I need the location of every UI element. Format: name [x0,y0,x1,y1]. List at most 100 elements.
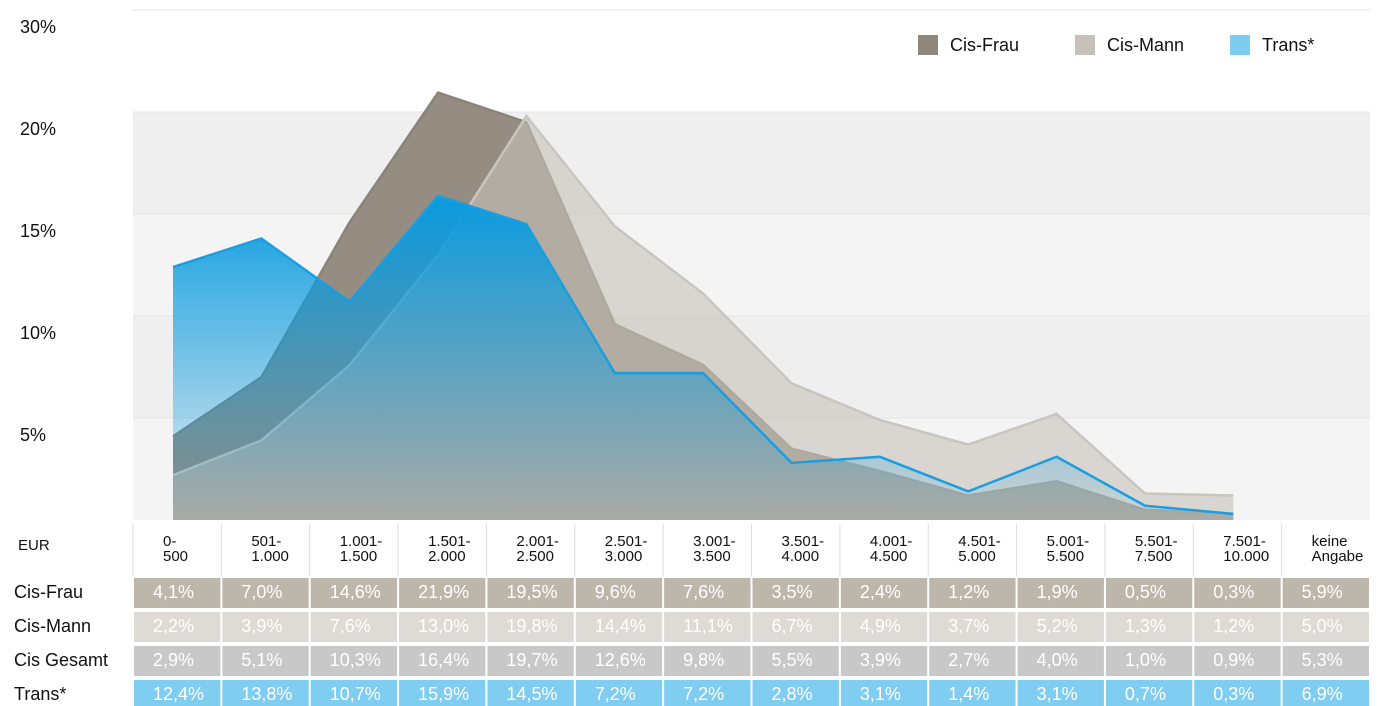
table-cell [487,680,574,706]
x-tick-label: 5.001-5.500 [1047,533,1090,565]
cell-value: 9,6% [595,582,636,602]
legend-swatch [1075,35,1095,55]
y-tick-label: 30% [20,17,56,37]
table-cell [310,680,398,706]
cell-value: 7,0% [241,582,282,602]
cell-value: 0,3% [1213,684,1254,704]
cell-value: 12,4% [153,684,204,704]
table-cell [399,680,486,706]
x-tick-label-line: 1.500 [340,548,378,565]
cell-value: 5,9% [1302,582,1343,602]
x-tick-label-line: 500 [163,548,188,565]
legend-swatch [918,35,938,55]
table-cell [752,578,839,608]
cell-value: 4,0% [1037,650,1078,670]
x-tick-label: 1.501-2.000 [428,533,471,565]
cell-value: 5,2% [1037,616,1078,636]
cell-value: 0,3% [1213,582,1254,602]
x-tick-label-line: 5.500 [1047,548,1085,565]
table-cell [310,646,398,676]
cell-value: 1,2% [948,582,989,602]
table-cell [1282,680,1369,706]
cell-value: 19,8% [506,616,557,636]
cell-value: 4,9% [860,616,901,636]
cell-value: 19,5% [506,582,557,602]
x-tick-label-line: 4.000 [782,548,820,565]
table-cell [399,612,486,642]
cell-value: 6,9% [1302,684,1343,704]
cell-value: 2,2% [153,616,194,636]
cell-value: 7,6% [330,616,371,636]
cell-value: 1,4% [948,684,989,704]
table-cell [222,680,309,706]
cell-value: 19,7% [506,650,557,670]
cell-value: 13,0% [418,616,469,636]
x-tick-label: 0-500 [163,533,188,565]
legend-swatch [1230,35,1250,55]
legend-label: Cis-Frau [950,35,1019,55]
cell-value: 21,9% [418,582,469,602]
table-cell [134,612,221,642]
x-tick-label-line: 2.500 [516,548,554,565]
y-tick-label: 10% [20,323,56,343]
table-cell [840,680,928,706]
x-tick-label: 4.501-5.000 [958,533,1001,565]
table-cell [1017,680,1104,706]
table-cell [222,612,309,642]
cell-value: 0,7% [1125,684,1166,704]
cell-value: 10,7% [330,684,381,704]
table-cell [840,612,928,642]
table-cell [1105,578,1193,608]
x-tick-label: 3.001-3.500 [693,533,736,565]
table-cell [487,612,574,642]
x-tick-label-line: 4.501- [958,533,1001,550]
cell-value: 7,6% [683,582,724,602]
table-cell [222,646,309,676]
table-cell [575,680,663,706]
x-tick-label-line: 3.501- [782,533,825,550]
x-tick-label: 7.501-10.000 [1223,533,1269,565]
table-cell [1194,612,1281,642]
x-tick-label-line: 1.501- [428,533,471,550]
x-tick-label-line: 5.000 [958,548,996,565]
x-tick-label: 3.501-4.000 [782,533,825,565]
x-tick-label: 2.501-3.000 [605,533,648,565]
table-cell [1194,680,1281,706]
table-cell [134,578,221,608]
table-cell [664,578,751,608]
table-cell [575,612,663,642]
y-tick-label: 20% [20,119,56,139]
x-tick-label-line: 1.001- [340,533,383,550]
x-tick-label: 1.001-1.500 [340,533,383,565]
x-tick-label-line: Angabe [1312,548,1364,565]
table-cell [664,646,751,676]
row-label: Trans* [14,684,66,704]
table-cell [752,680,839,706]
table-cell [1282,612,1369,642]
cell-value: 3,9% [241,616,282,636]
table-cell [664,680,751,706]
x-tick-label-line: 1.000 [251,548,289,565]
table-cell [1194,646,1281,676]
x-tick-label-line: 7.501- [1223,533,1266,550]
cell-value: 14,6% [330,582,381,602]
x-tick-label: 5.501-7.500 [1135,533,1178,565]
cell-value: 3,9% [860,650,901,670]
cell-value: 7,2% [595,684,636,704]
cell-value: 3,7% [948,616,989,636]
table-cell [929,578,1016,608]
row-label: Cis Gesamt [14,650,108,670]
table-cell [929,646,1016,676]
cell-value: 1,3% [1125,616,1166,636]
x-tick-label: 4.001-4.500 [870,533,913,565]
y-tick-label: 5% [20,425,46,445]
table-cell [575,578,663,608]
table-cell [487,646,574,676]
table-cell [134,646,221,676]
legend-label: Trans* [1262,35,1314,55]
cell-value: 16,4% [418,650,469,670]
table-cell [1017,578,1104,608]
table-header-bg [0,524,1370,576]
cell-value: 5,5% [772,650,813,670]
